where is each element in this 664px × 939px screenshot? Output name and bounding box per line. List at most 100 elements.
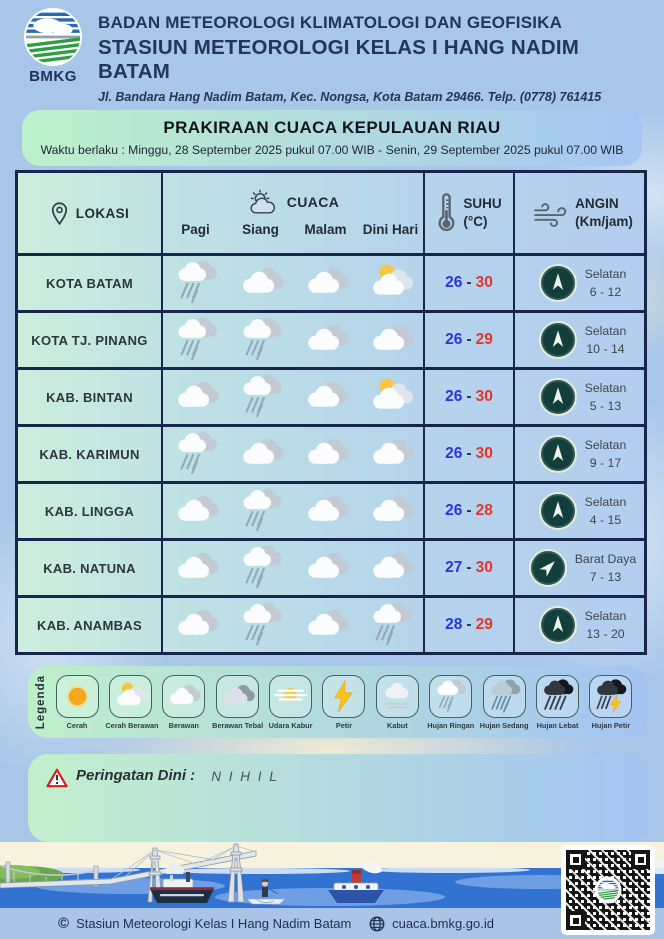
qr-finder <box>631 850 650 869</box>
legend-icon-box <box>108 674 152 718</box>
weather-pagi <box>163 427 228 481</box>
wind-speed: 6 - 12 <box>589 285 622 299</box>
weather-dini-hari <box>358 427 423 481</box>
wind-cell: Selatan 5 - 13 <box>515 370 650 424</box>
legend-item-label: Cerah <box>66 720 88 730</box>
steam-ship <box>328 861 384 903</box>
thermometer-icon <box>436 192 456 234</box>
weather-siang <box>228 256 293 310</box>
angin-unit: (Km/jam) <box>575 214 633 229</box>
bmkg-logo-icon <box>597 879 620 902</box>
compass-icon <box>538 378 577 416</box>
weather-icon <box>368 374 414 420</box>
legend-icon-box <box>322 674 366 718</box>
copyright-text: Stasiun Meteorologi Kelas I Hang Nadim B… <box>76 916 352 931</box>
location-label: KAB. BINTAN <box>18 370 163 424</box>
time-label-pagi: Pagi <box>181 222 210 237</box>
compass-needle <box>539 561 555 577</box>
weather-malam <box>293 598 358 652</box>
weather-malam <box>293 484 358 538</box>
temperature-range: 27 - 30 <box>423 541 515 595</box>
weather-malam <box>293 370 358 424</box>
bmkg-logo-text: BMKG <box>29 68 77 85</box>
temp-max: 30 <box>475 274 493 291</box>
legend-weather-icon <box>380 679 415 714</box>
agency-name: BADAN METEOROLOGI KLIMATOLOGI DAN GEOFIS… <box>98 13 563 32</box>
weather-malam <box>293 313 358 367</box>
legend-items: Cerah Cerah Berawan Berawan Berawan Teba… <box>52 674 636 730</box>
legend-item: Berawan Tebal <box>212 674 263 730</box>
legend-icon-box <box>589 674 633 718</box>
weather-icon <box>238 602 284 648</box>
weather-icon <box>238 545 284 591</box>
weather-malam <box>293 541 358 595</box>
weather-dini-hari <box>358 313 423 367</box>
location-label: KAB. ANAMBAS <box>18 598 163 652</box>
weather-icon <box>303 545 349 591</box>
wind-speed: 13 - 20 <box>586 627 625 641</box>
location-label: KAB. KARIMUN <box>18 427 163 481</box>
wind-direction: Selatan <box>584 323 627 338</box>
weather-icon <box>368 260 414 306</box>
header-suhu: SUHU (°C) <box>423 173 515 253</box>
legend-item: Petir <box>319 674 369 730</box>
time-label-siang: Siang <box>242 222 279 237</box>
temp-separator: - <box>466 559 472 576</box>
legend-item: Hujan Sedang <box>479 674 529 730</box>
bmkg-logo: BMKG <box>16 7 90 85</box>
table-row: KAB. ANAMBAS 28 - 29 Selatan 13 - <box>18 598 644 652</box>
legend-weather-icon <box>273 679 308 714</box>
table-row: KAB. LINGGA 26 - 28 Selatan 4 - 1 <box>18 484 644 538</box>
qr-finder <box>566 850 585 869</box>
weather-icon <box>173 317 219 363</box>
legend-weather-icon <box>60 679 95 714</box>
weather-dini-hari <box>358 598 423 652</box>
legend-item-label: Hujan Sedang <box>479 720 529 730</box>
legend-icon-box <box>536 674 580 718</box>
location-label: KOTA TJ. PINANG <box>18 313 163 367</box>
legend-item-label: Cerah Berawan <box>105 720 159 730</box>
location-pin-icon <box>50 201 69 226</box>
weather-icon <box>303 602 349 648</box>
forecast-table: LOKASI CUACA Pagi Siang Malam Dini Hari … <box>15 170 647 655</box>
temp-separator: - <box>466 502 472 519</box>
wind-cell: Selatan 9 - 17 <box>515 427 650 481</box>
table-row: KAB. BINTAN 26 - 30 Selatan 5 - 1 <box>18 370 644 424</box>
wind-cell: Selatan 10 - 14 <box>515 313 650 367</box>
temperature-range: 28 - 29 <box>423 598 515 652</box>
compass-needle <box>552 444 563 462</box>
legend-icon-box <box>482 674 526 718</box>
compass-icon <box>528 549 567 587</box>
sun-cloud-icon <box>247 189 279 215</box>
temp-separator: - <box>466 388 472 405</box>
legend-icon-box <box>55 674 99 718</box>
weather-icon <box>368 431 414 477</box>
legend-title: Legenda <box>35 674 47 730</box>
temp-min: 26 <box>445 445 463 462</box>
wind-speed: 7 - 13 <box>589 570 622 584</box>
compass-icon <box>538 321 577 359</box>
temp-max: 29 <box>475 616 493 633</box>
weather-icon <box>173 260 219 306</box>
weather-icon <box>238 431 284 477</box>
header-angin: ANGIN (Km/jam) <box>515 173 650 253</box>
weather-siang <box>228 427 293 481</box>
legend-item-label: Hujan Petir <box>591 720 631 730</box>
warning-value: N I H I L <box>211 769 279 784</box>
wind-direction: Selatan <box>584 380 627 395</box>
weather-icon <box>173 374 219 420</box>
wind-cell: Selatan 4 - 15 <box>515 484 650 538</box>
legend-item: Berawan <box>159 674 209 730</box>
legend-item: Kabut <box>372 674 422 730</box>
suhu-label: SUHU <box>463 195 502 211</box>
page-title: PRAKIRAAN CUACA KEPULAUAN RIAU <box>163 118 501 137</box>
legend-weather-icon <box>487 679 522 714</box>
legend-item-label: Hujan Lebat <box>536 720 579 730</box>
time-label-dini-hari: Dini Hari <box>362 222 419 237</box>
table-row: KOTA BATAM 26 - 30 Selatan 6 - 12 <box>18 256 644 310</box>
temp-max: 30 <box>475 559 493 576</box>
table-row: KOTA TJ. PINANG 26 - 29 Selatan 1 <box>18 313 644 367</box>
legend-weather-icon <box>326 679 361 714</box>
legend-item-label: Udara Kabur <box>268 720 313 730</box>
weather-siang <box>228 541 293 595</box>
